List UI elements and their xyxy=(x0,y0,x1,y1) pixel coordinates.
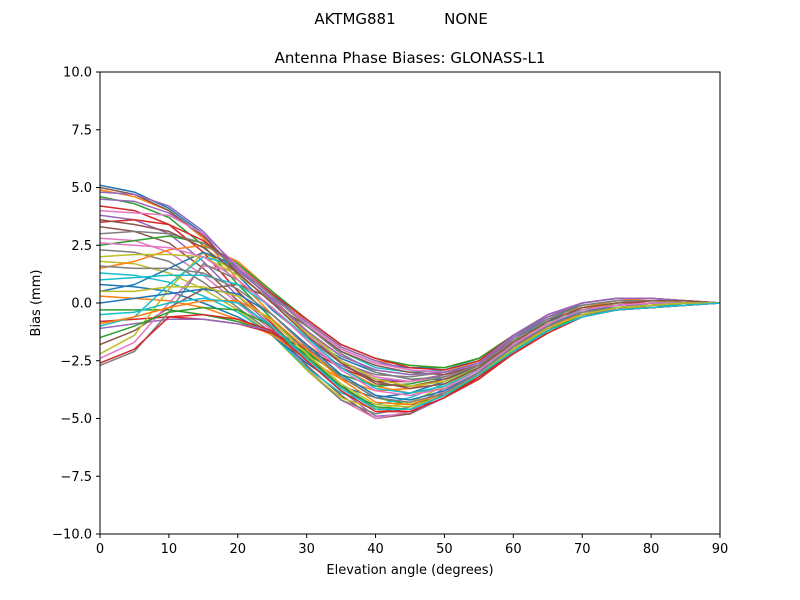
x-tick-label: 90 xyxy=(712,542,729,557)
y-tick-label: 2.5 xyxy=(71,239,92,254)
y-tick-label: −7.5 xyxy=(60,470,92,485)
x-axis: 0 10 20 30 40 50 60 70 80 90 xyxy=(96,534,728,557)
series-line-39 xyxy=(100,286,720,408)
x-tick-label: 10 xyxy=(161,542,178,557)
x-tick-label: 70 xyxy=(574,542,591,557)
y-tick-label: 0.0 xyxy=(71,297,92,312)
y-tick-label: −10.0 xyxy=(52,528,92,543)
series-line-28 xyxy=(100,230,720,380)
y-tick-label: 7.5 xyxy=(71,123,92,138)
x-axis-label: Elevation angle (degrees) xyxy=(326,563,493,578)
y-axis: −10.0 −7.5 −5.0 −2.5 0.0 2.5 5.0 7.5 10.0 xyxy=(52,66,100,543)
x-tick-label: 0 xyxy=(96,542,104,557)
y-tick-label: 10.0 xyxy=(63,66,92,81)
x-tick-label: 40 xyxy=(367,542,384,557)
series-group xyxy=(100,184,720,420)
x-tick-label: 30 xyxy=(298,542,315,557)
series-line-35 xyxy=(100,191,720,376)
chart-title: Antenna Phase Biases: GLONASS-L1 xyxy=(275,49,546,67)
y-axis-label: Bias (mm) xyxy=(29,270,44,337)
series-line-37 xyxy=(100,242,720,397)
suptitle-left: AKTMG881 xyxy=(314,10,395,28)
x-tick-label: 20 xyxy=(230,542,247,557)
y-tick-label: −5.0 xyxy=(60,412,92,427)
x-tick-label: 80 xyxy=(643,542,660,557)
y-tick-label: 5.0 xyxy=(71,181,92,196)
x-tick-label: 50 xyxy=(436,542,453,557)
suptitle-right: NONE xyxy=(444,10,488,28)
y-tick-label: −2.5 xyxy=(60,354,92,369)
series-line-40 xyxy=(100,297,720,411)
x-tick-label: 60 xyxy=(505,542,522,557)
series-line-36 xyxy=(100,219,720,390)
